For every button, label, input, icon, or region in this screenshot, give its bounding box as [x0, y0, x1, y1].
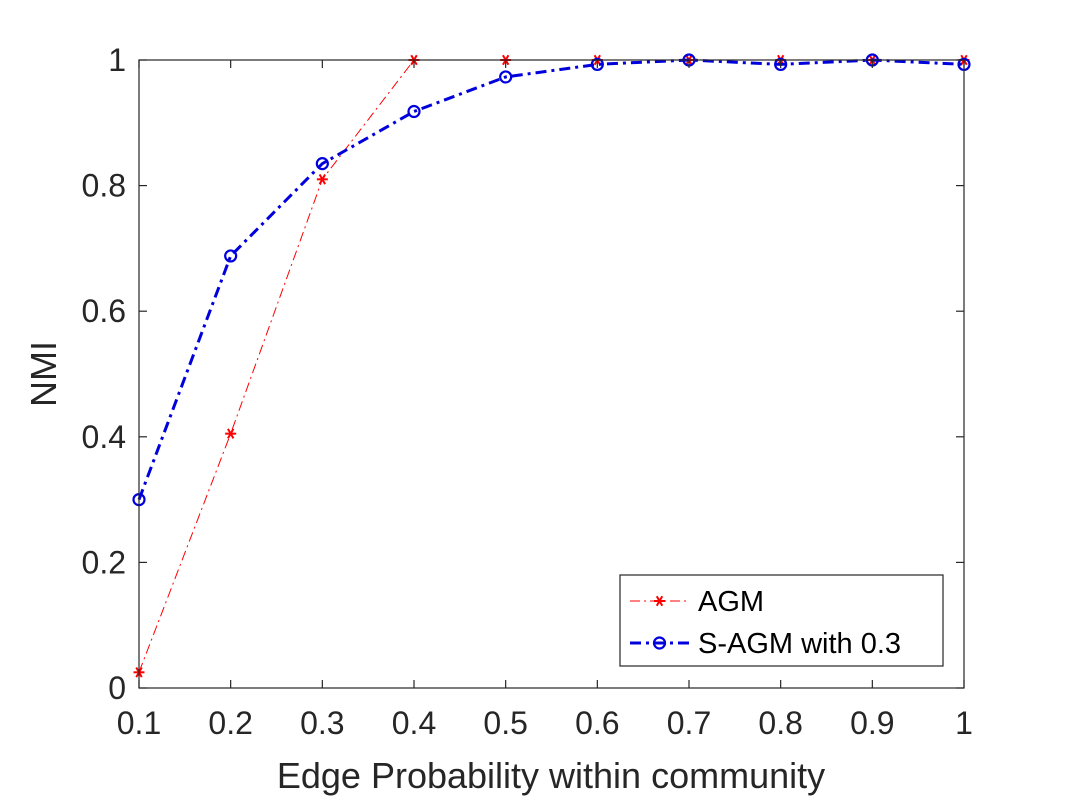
- x-tick-label: 0.8: [758, 705, 802, 741]
- legend: AGM S-AGM with 0.3: [619, 574, 944, 667]
- x-tick-label: 0.6: [575, 705, 619, 741]
- legend-label-agm: AGM: [698, 586, 764, 618]
- legend-box: [619, 574, 944, 667]
- x-tick-label: 0.5: [483, 705, 527, 741]
- plot-frame: [138, 59, 965, 689]
- data-point-agm: [225, 428, 237, 439]
- y-axis-label: NMI: [23, 341, 64, 407]
- y-tick-label: 0: [108, 670, 126, 706]
- y-tick-label: 0.8: [82, 168, 126, 204]
- legend-marker-agm: [654, 595, 665, 607]
- data-point-s-agm-with-0-3: [774, 57, 788, 71]
- x-tick-label: 0.2: [208, 705, 252, 741]
- legend-label-s-agm-with-0-3: S-AGM with 0.3: [698, 628, 901, 660]
- x-axis-label: Edge Probability within community: [277, 755, 825, 796]
- x-tick-label: 0.4: [392, 705, 436, 741]
- y-tick-label: 0.4: [82, 419, 126, 455]
- y-tick-label: 0.6: [82, 293, 126, 329]
- x-tick-label: 0.3: [300, 705, 344, 741]
- data-point-agm: [316, 174, 328, 185]
- x-tick-label: 0.7: [667, 705, 711, 741]
- y-tick-label: 0.2: [82, 544, 126, 580]
- x-tick-label: 0.1: [117, 705, 161, 741]
- data-point-s-agm-with-0-3: [315, 157, 329, 171]
- legend-entries: AGM S-AGM with 0.3: [630, 586, 901, 660]
- data-point-agm-stroke: [227, 428, 235, 439]
- legend-marker-agm-stroke: [655, 595, 664, 607]
- data-point-s-agm-with-0-3: [224, 249, 238, 263]
- x-tick-label: 1: [955, 705, 973, 741]
- y-tick-label: 1: [108, 42, 126, 78]
- legend-marker-s-agm-with-0-3: [652, 636, 667, 650]
- data-point-s-agm-with-0-3: [407, 104, 421, 119]
- tick-layer: 0.1 0.2 0.3 0.4 0.5 0.6 0.7 0.8 0.9 1 0 0.2 0.4 0.6 0.…: [82, 42, 973, 741]
- data-point-s-agm-with-0-3: [590, 57, 604, 71]
- series-line-s-agm-with-0-3: [137, 58, 965, 501]
- data-point-agm-stroke: [318, 174, 326, 185]
- data-point-s-agm-with-0-3: [499, 70, 513, 84]
- x-tick-label: 0.9: [850, 705, 894, 741]
